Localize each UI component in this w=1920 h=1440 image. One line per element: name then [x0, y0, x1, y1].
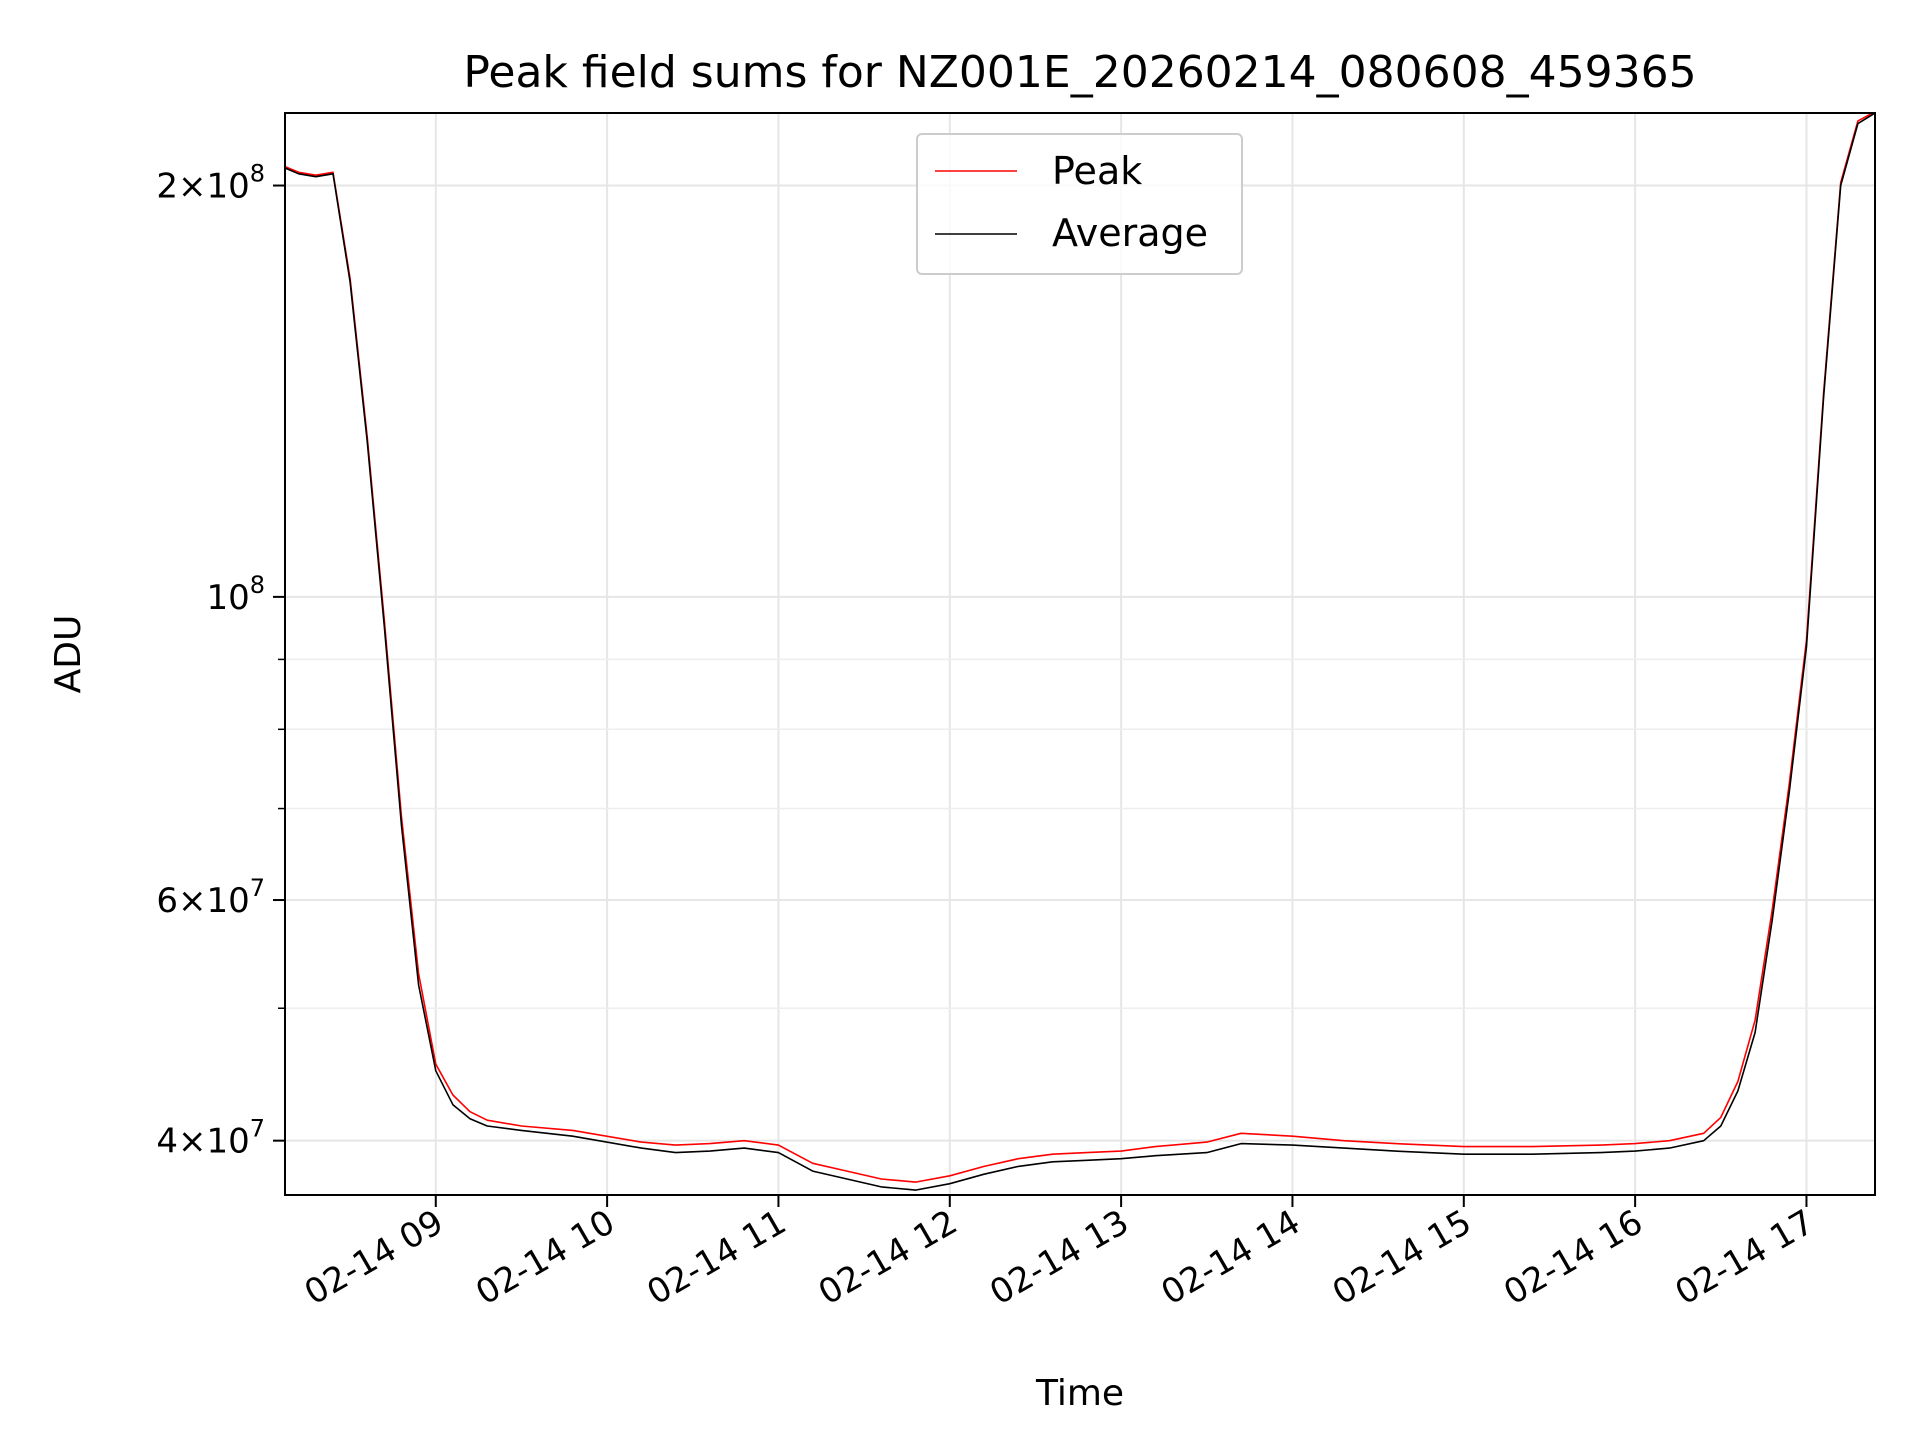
- y-tick-label: 108: [206, 571, 265, 618]
- legend-label-average: Average: [1052, 211, 1208, 255]
- y-tick-label: 6×107: [156, 874, 265, 921]
- series-layer: [285, 113, 1875, 1191]
- grid: [285, 113, 1875, 1195]
- legend-box: [916, 133, 1243, 275]
- y-axis: 4×107 6×107 108 2×108: [156, 160, 285, 1162]
- legend: Peak Average: [916, 133, 1243, 275]
- x-axis-label: Time: [1035, 1373, 1124, 1414]
- plot-frame: [284, 112, 1876, 1196]
- series-line-peak: [285, 113, 1875, 1183]
- legend-label-peak: Peak: [1052, 149, 1142, 193]
- y-tick-label: 2×108: [156, 160, 265, 207]
- y-axis-label: ADU: [48, 615, 89, 694]
- series-line-average: [285, 113, 1875, 1191]
- y-tick-label: 4×107: [156, 1115, 265, 1162]
- chart-title: Peak field sums for NZ001E_20260214_0806…: [463, 47, 1696, 98]
